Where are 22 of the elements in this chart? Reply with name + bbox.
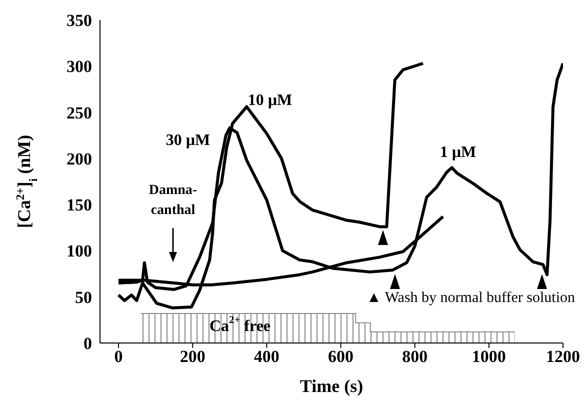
annotation: Damna-canthal bbox=[148, 183, 198, 218]
y-tick-label: 100 bbox=[66, 242, 92, 261]
y-tick-label: 150 bbox=[66, 196, 92, 215]
x-tick-label: 600 bbox=[328, 347, 354, 366]
x-tick-label: 1200 bbox=[546, 347, 580, 366]
y-tick-label: 350 bbox=[66, 11, 92, 30]
annotation: 30 µM bbox=[166, 132, 210, 148]
x-axis-title: Time (s) bbox=[300, 376, 364, 396]
x-tick-label: 800 bbox=[402, 347, 428, 366]
y-tick-label: 300 bbox=[66, 57, 92, 76]
y-tick-label: 0 bbox=[84, 334, 92, 354]
x-tick-label: 1000 bbox=[472, 347, 506, 366]
x-tick-label: 200 bbox=[180, 347, 206, 366]
annotation: Ca$^{2+}$ free bbox=[209, 315, 271, 334]
annotation: ▲ Wash by normal buffer solution bbox=[366, 290, 576, 306]
y-tick-label: 200 bbox=[66, 149, 92, 168]
x-tick-label: 0 bbox=[114, 347, 123, 366]
annotation: 1 µM bbox=[440, 144, 476, 160]
y-tick-label: 50 bbox=[75, 288, 92, 307]
y-tick-label: 250 bbox=[66, 103, 92, 122]
annotation: 10 µM bbox=[248, 92, 292, 108]
x-tick-label: 400 bbox=[254, 347, 280, 366]
